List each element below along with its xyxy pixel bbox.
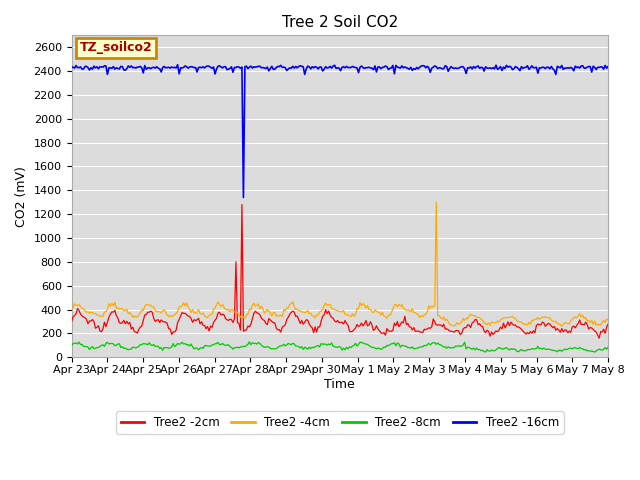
Legend: Tree2 -2cm, Tree2 -4cm, Tree2 -8cm, Tree2 -16cm: Tree2 -2cm, Tree2 -4cm, Tree2 -8cm, Tree… — [116, 411, 564, 434]
Title: Tree 2 Soil CO2: Tree 2 Soil CO2 — [282, 15, 398, 30]
Y-axis label: CO2 (mV): CO2 (mV) — [15, 166, 28, 227]
X-axis label: Time: Time — [324, 378, 355, 391]
Text: TZ_soilco2: TZ_soilco2 — [79, 41, 152, 54]
